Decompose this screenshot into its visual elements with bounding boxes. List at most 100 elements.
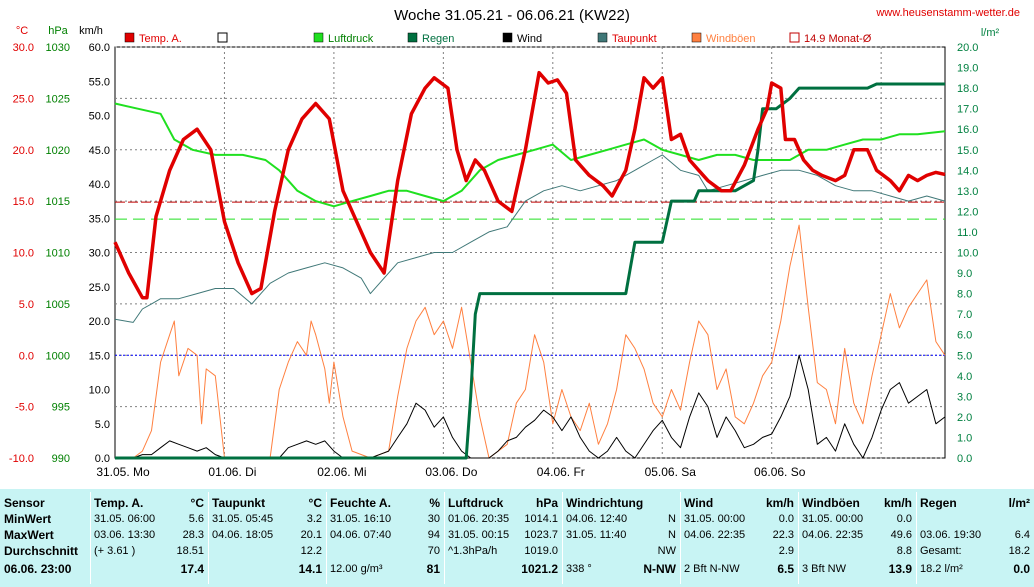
series-line-taupunkt [114, 154, 946, 323]
stats-column: Luftdruck hPa 01.06. 20:35 1014.1 31.05. 00:… [444, 492, 562, 584]
stats-row: 31.05. 00:00 0.0 [680, 512, 798, 526]
stats-row: Wind km/h [680, 496, 798, 510]
temp-tick-label: 5.0 [19, 299, 34, 311]
stats-column: Feuchte A.% 31.05. 16:10 30 04.06. 07:40 94 7… [326, 492, 444, 584]
stats-footer-label: 3 Bft NW [802, 563, 847, 575]
stats-row: 03.06. 19:30 6.4 [916, 528, 1034, 542]
x-tick-label: 04.06. Fr [537, 465, 585, 479]
stats-value: 30 [427, 513, 440, 525]
stats-row: Luftdruck hPa [444, 496, 562, 510]
press-tick-label: 1020 [46, 145, 70, 157]
stats-value: 1019.0 [524, 545, 558, 557]
x-tick-label: 03.06. Do [425, 465, 477, 479]
stats-row: Gesamt: 18.2 [916, 544, 1034, 558]
series-line-regen [115, 82, 945, 460]
wind-tick-label: 15.0 [89, 350, 110, 362]
wind-tick-label: 30.0 [89, 248, 110, 260]
stats-footer-time: 06.06. 23:00 [4, 562, 72, 576]
press-unit-label: hPa [48, 25, 68, 37]
temp-tick-label: 15.0 [13, 196, 34, 208]
temp-unit-label: °C [16, 25, 28, 37]
stats-separator [326, 492, 327, 584]
stats-footer-value: N-NW [643, 562, 676, 576]
temp-tick-label: 30.0 [13, 42, 34, 54]
stats-value: 20.1 [300, 529, 322, 541]
press-tick-label: 1010 [46, 248, 70, 260]
stats-label: 31.05. 06:00 [94, 513, 156, 525]
temp-tick-label: 20.0 [13, 145, 34, 157]
temp-tick-label: -5.0 [15, 402, 34, 414]
stats-label: 04.06. 22:35 [684, 529, 746, 541]
press-tick-label: 1000 [46, 350, 70, 362]
stats-separator [916, 492, 917, 584]
stats-label: 04.06. 12:40 [566, 513, 628, 525]
legend-label: Temp. A. [139, 33, 182, 45]
stats-label: 04.06. 07:40 [330, 529, 392, 541]
rain-tick-label: 15.0 [957, 145, 978, 157]
stats-row: 03.06. 13:30 28.3 [90, 528, 208, 542]
stats-row: Taupunkt °C [208, 496, 326, 510]
stats-header: Luftdruck [448, 496, 504, 510]
rain-tick-label: 17.0 [957, 104, 978, 116]
rain-tick-label: 20.0 [957, 42, 978, 54]
stats-header: Feuchte A. [330, 496, 391, 510]
stats-column: Taupunkt °C 31.05. 05:45 3.2 04.06. 18:05 20.… [208, 492, 326, 584]
rain-tick-label: 4.0 [957, 371, 972, 383]
weather-chart: Woche 31.05.21 - 06.06.21 (KW22) www.heu… [9, 7, 1020, 479]
stats-separator [444, 492, 445, 584]
stats-row: Windböen km/h [798, 496, 916, 510]
legend-swatch [789, 32, 800, 43]
website-link[interactable]: www.heusenstamm-wetter.de [875, 7, 1020, 19]
stats-label: 04.06. 18:05 [212, 529, 274, 541]
stats-panel: Sensor MinWert MaxWert Durchschnitt 06.06. 2… [0, 489, 1034, 587]
stats-row: 1021.2 [444, 562, 562, 576]
stats-label: 31.05. 16:10 [330, 513, 392, 525]
stats-row: 31.05. 11:40 N [562, 528, 680, 542]
rain-tick-label: 5.0 [957, 350, 972, 362]
stats-row: (+ 3.61 ) 18.51 [90, 544, 208, 558]
stats-column: Windrichtung 04.06. 12:40 N 31.05. 11:40 N NW… [562, 492, 680, 584]
chart-title: Woche 31.05.21 - 06.06.21 (KW22) [394, 7, 630, 24]
rain-tick-label: 9.0 [957, 268, 972, 280]
x-tick-label: 01.06. Di [208, 465, 256, 479]
stats-row: 14.1 [208, 562, 326, 576]
stats-footer-label: 338 ° [566, 563, 592, 575]
rain-tick-label: 19.0 [957, 63, 978, 75]
stats-label: 31.05. 05:45 [212, 513, 274, 525]
stats-column: Wind km/h 31.05. 00:00 0.0 04.06. 22:35 22.3 2… [680, 492, 798, 584]
legend-swatch [124, 32, 135, 43]
legend-swatch [597, 32, 608, 43]
rain-tick-label: 6.0 [957, 330, 972, 342]
stats-row: 70 [326, 544, 444, 558]
press-tick-label: 1030 [46, 42, 70, 54]
stats-row: 2 Bft N-NW 6.5 [680, 562, 798, 576]
stats-label: 03.06. 19:30 [920, 529, 982, 541]
stats-row: Feuchte A.% [326, 496, 444, 510]
stats-row: 04.06. 22:35 49.6 [798, 528, 916, 542]
wind-tick-label: 0.0 [95, 453, 110, 465]
press-tick-label: 995 [52, 402, 70, 414]
axes: 30.0 25.0 20.0 15.0 10.0 5.0 0.0 -5.0 -10.0 1030 1… [9, 42, 979, 479]
wind-tick-label: 25.0 [89, 282, 110, 294]
press-tick-label: 1025 [46, 93, 70, 105]
stats-separator [90, 492, 91, 584]
stats-footer-label: 2 Bft N-NW [684, 563, 740, 575]
stats-value: 0.0 [896, 513, 912, 525]
wind-tick-label: 60.0 [89, 42, 110, 54]
stats-header: Taupunkt [212, 496, 266, 510]
stats-value: 28.3 [182, 529, 204, 541]
rain-tick-label: 3.0 [957, 391, 972, 403]
stats-row: 04.06. 18:05 20.1 [208, 528, 326, 542]
stats-value: 18.2 [1008, 545, 1030, 557]
stats-row: 31.05. 16:10 30 [326, 512, 444, 526]
legend-swatch [502, 32, 513, 43]
stats-value: N [668, 529, 676, 541]
temp-tick-label: 10.0 [13, 248, 34, 260]
legend-label: 14.9 Monat-Ø [804, 33, 872, 45]
stats-row: 12.00 g/m³ 81 [326, 562, 444, 576]
stats-row: 2.9 [680, 544, 798, 558]
stats-row: MinWert [0, 512, 90, 526]
stats-row: 31.05. 06:00 5.6 [90, 512, 208, 526]
legend-swatch [217, 32, 228, 43]
stats-label: 03.06. 13:30 [94, 529, 156, 541]
